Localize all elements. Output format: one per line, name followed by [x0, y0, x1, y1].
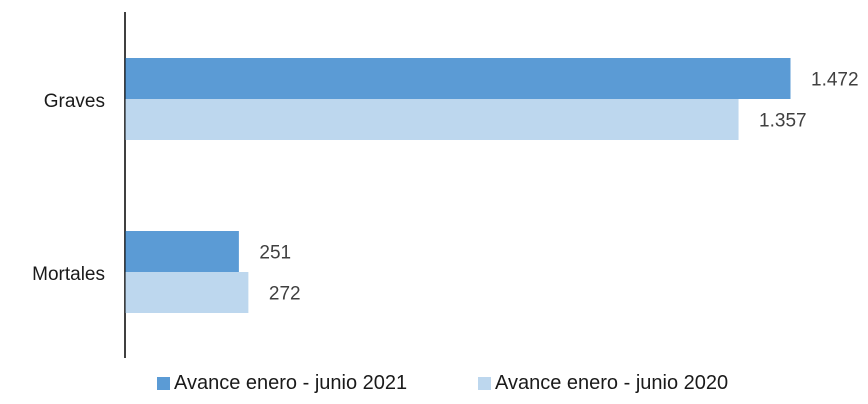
- category-label-mortales: Mortales: [32, 264, 105, 285]
- bars-group: [125, 58, 791, 313]
- category-labels-group: Graves Mortales: [32, 91, 105, 285]
- value-label-graves-series-1: 1.357: [759, 111, 807, 132]
- legend-swatch-2020: [478, 377, 491, 390]
- legend-swatch-2021: [157, 377, 170, 390]
- legend-label-2021: Avance enero - junio 2021: [174, 372, 408, 394]
- value-label-graves-series-0: 1.472: [811, 70, 859, 91]
- category-label-graves: Graves: [44, 91, 105, 112]
- bar-mortales-series-1: [125, 272, 249, 313]
- legend: Avance enero - junio 2021 Avance enero -…: [0, 372, 868, 400]
- legend-item-2021: Avance enero - junio 2021: [157, 372, 407, 395]
- value-label-mortales-series-0: 251: [259, 243, 291, 264]
- bar-mortales-series-0: [125, 231, 239, 272]
- legend-item-2020: Avance enero - junio 2020: [478, 372, 728, 395]
- bar-graves-series-0: [125, 58, 791, 99]
- value-label-mortales-series-1: 272: [269, 284, 301, 305]
- legend-label-2020: Avance enero - junio 2020: [495, 372, 729, 394]
- bar-graves-series-1: [125, 99, 739, 140]
